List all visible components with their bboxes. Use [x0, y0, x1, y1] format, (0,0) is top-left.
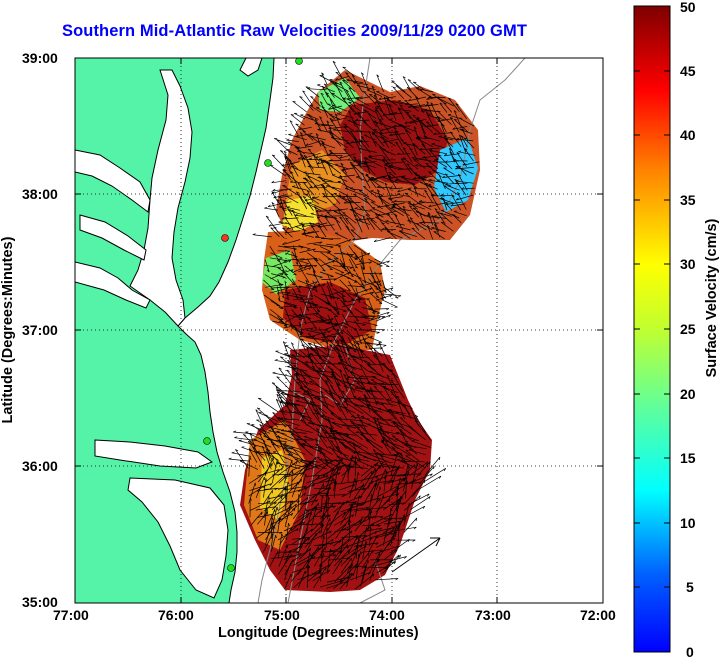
velocity-vector-head — [405, 100, 408, 101]
velocity-vector-head — [399, 231, 402, 232]
radar-station-marker — [228, 565, 235, 572]
x-tick-label: 77:00 — [53, 607, 89, 623]
velocity-vector-head — [404, 478, 405, 481]
velocity-vector-head — [283, 444, 286, 445]
velocity-vector-head — [353, 359, 356, 360]
velocity-vector-head — [361, 405, 364, 406]
velocity-vector-head — [326, 162, 329, 163]
velocity-vector-head — [301, 569, 302, 572]
velocity-vector-head — [403, 158, 406, 159]
x-tick-label: 73:00 — [475, 607, 511, 623]
velocity-vector-head — [356, 405, 359, 406]
x-tick-label: 72:00 — [580, 607, 616, 623]
velocity-vector-head — [306, 502, 307, 505]
velocity-vector-head — [397, 526, 398, 529]
velocity-vector-head — [396, 534, 397, 537]
velocity-vector-head — [358, 161, 361, 162]
velocity-vector-head — [377, 454, 380, 455]
colorbar-tick-label: 0 — [686, 644, 694, 660]
velocity-vector-head — [360, 535, 361, 538]
velocity-vector — [455, 183, 467, 184]
velocity-vector-head — [441, 222, 444, 223]
colorbar-label: Surface Velocity (cm/s) — [704, 219, 720, 378]
velocity-vector-head — [372, 481, 373, 484]
velocity-vector-head — [387, 399, 390, 400]
radar-station-marker — [222, 235, 229, 242]
velocity-vector-head — [316, 305, 319, 306]
y-tick-label: 36:00 — [22, 458, 58, 474]
velocity-vector-head — [330, 376, 333, 377]
velocity-vector-head — [433, 170, 436, 171]
velocity-vector-head — [315, 346, 318, 347]
velocity-vector-head — [255, 483, 256, 486]
velocity-vector-head — [318, 450, 321, 451]
velocity-vector-head — [293, 412, 296, 413]
x-tick-label: 74:00 — [369, 607, 405, 623]
y-tick-label: 38:00 — [22, 186, 58, 202]
x-tick-label: 76:00 — [158, 607, 194, 623]
radar-station-marker — [265, 160, 272, 167]
colorbar-tick-label: 30 — [680, 256, 696, 272]
colorbar-tick-label: 15 — [680, 450, 696, 466]
velocity-vector-head — [292, 355, 295, 356]
colorbar-tick-label: 40 — [680, 127, 696, 143]
velocity-vector-head — [292, 369, 295, 370]
velocity-vector — [292, 471, 293, 488]
velocity-vector — [398, 169, 413, 170]
velocity-vector — [324, 216, 341, 217]
radar-station-marker — [296, 58, 303, 65]
radar-station-marker — [204, 438, 211, 445]
velocity-vector-head — [340, 550, 341, 553]
velocity-vector-head — [344, 386, 347, 387]
velocity-vector — [344, 203, 361, 204]
y-tick-label: 39:00 — [22, 50, 58, 66]
colorbar-tick-label: 5 — [686, 579, 694, 595]
velocity-vector-head — [367, 527, 368, 530]
velocity-vector-head — [377, 483, 378, 486]
y-tick-label: 37:00 — [22, 322, 58, 338]
velocity-vector-head — [361, 552, 362, 555]
velocity-vector-head — [349, 102, 352, 103]
velocity-vector-head — [405, 491, 406, 494]
x-axis-label: Longitude (Degrees:Minutes) — [218, 625, 419, 641]
colorbar-tick-label: 50 — [680, 0, 696, 15]
velocity-vector-head — [317, 457, 320, 458]
velocity-vector-head — [288, 210, 291, 211]
velocity-vector-head — [389, 543, 390, 546]
velocity-vector-head — [388, 419, 391, 420]
velocity-vector — [321, 564, 322, 582]
velocity-vector-head — [398, 101, 401, 102]
velocity-vector-head — [304, 436, 307, 437]
colorbar-tick-label: 35 — [680, 192, 696, 208]
velocity-vector-head — [343, 67, 346, 68]
colorbar-tick-label: 45 — [680, 63, 696, 79]
velocity-vector-head — [347, 545, 348, 548]
velocity-vector-head — [433, 94, 436, 95]
colorbar-tick-label: 10 — [680, 515, 696, 531]
velocity-vector-head — [448, 114, 451, 115]
colorbar-tick-label: 20 — [680, 386, 696, 402]
velocity-vector-head — [329, 151, 332, 152]
colorbar-tick-label: 25 — [680, 321, 696, 337]
y-axis-label: Latitude (Degrees:Minutes) — [0, 237, 16, 424]
velocity-vector-head — [402, 177, 405, 178]
x-tick-label: 75:00 — [264, 607, 300, 623]
velocity-vector-head — [277, 418, 280, 419]
velocity-vector — [375, 309, 389, 310]
